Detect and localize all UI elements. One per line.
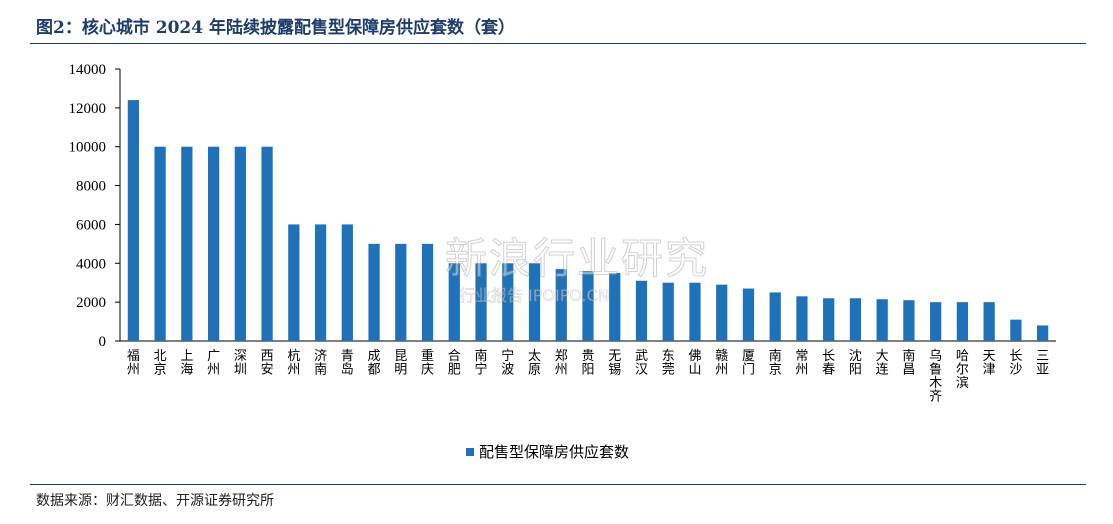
y-tick-label: 14000 — [69, 62, 107, 78]
bar-21 — [689, 282, 701, 341]
x-tick-label: 西安 — [261, 349, 274, 378]
bar-34 — [1037, 325, 1049, 341]
y-tick-label: 2000 — [76, 295, 106, 311]
y-tick-label: 10000 — [69, 140, 107, 156]
bar-10 — [395, 243, 407, 341]
x-tick-label: 大连 — [876, 349, 889, 378]
x-tick-label: 南京 — [769, 348, 782, 378]
x-tick-label: 东莞 — [662, 349, 675, 378]
bar-12 — [448, 263, 460, 341]
bar-7 — [314, 224, 327, 341]
bar-17 — [582, 271, 594, 341]
x-tick-label: 合肥 — [448, 349, 461, 378]
bar-8 — [341, 224, 353, 341]
bar-2 — [181, 146, 193, 341]
x-tick-label: 重庆 — [421, 348, 434, 378]
x-tick-label: 长春 — [822, 349, 835, 378]
source-rule — [30, 484, 1086, 485]
bar-27 — [849, 298, 862, 341]
legend-swatch — [466, 448, 474, 456]
x-tick-label: 南宁 — [475, 348, 488, 378]
x-tick-label: 三亚 — [1036, 349, 1049, 378]
x-tick-label: 贵阳 — [581, 349, 594, 378]
y-tick-label: 6000 — [76, 217, 106, 233]
y-tick-label: 0 — [99, 334, 107, 350]
bar-14 — [502, 263, 514, 341]
x-tick-label: 长沙 — [1009, 349, 1022, 378]
bar-9 — [368, 243, 380, 341]
bar-32 — [983, 302, 995, 341]
source-note: 数据来源：财汇数据、开源证券研究所 — [36, 493, 274, 509]
x-tick-label: 哈尔滨 — [956, 349, 969, 391]
bar-31 — [956, 302, 969, 341]
x-tick-label: 郑州 — [555, 349, 568, 378]
x-tick-label: 佛山 — [688, 349, 701, 378]
bar-24 — [769, 292, 781, 341]
bar-29 — [903, 300, 915, 341]
bar-3 — [207, 146, 220, 341]
legend-label: 配售型保障房供应套数 — [479, 443, 629, 461]
y-tick-label: 8000 — [76, 179, 106, 195]
x-tick-label: 赣州 — [715, 349, 728, 378]
bar-15 — [528, 263, 541, 341]
bar-0 — [127, 100, 139, 341]
bars — [127, 100, 1049, 341]
x-tick-label: 上海 — [180, 349, 193, 378]
bar-11 — [421, 243, 434, 341]
x-tick-label: 太原 — [528, 349, 541, 378]
x-tick-label: 福州 — [127, 349, 140, 378]
x-axis: 福州北京上海广州深圳西安杭州济南青岛成都昆明重庆合肥南宁宁波太原郑州贵阳无锡武汉… — [120, 340, 1056, 405]
x-tick-label: 乌鲁木齐 — [929, 348, 942, 405]
y-axis: 0 2000 4000 6000 8000 10000 12000 14000 — [69, 62, 121, 350]
bar-22 — [716, 284, 728, 341]
bar-4 — [234, 146, 246, 341]
bar-19 — [635, 280, 648, 341]
bar-23 — [742, 288, 755, 341]
title-rule — [30, 43, 1086, 44]
chart-title: 图2：核心城市 2024 年陆续披露配售型保障房供应套数（套） — [36, 18, 515, 38]
x-tick-label: 济南 — [314, 349, 327, 378]
bar-28 — [876, 299, 888, 341]
bar-33 — [1010, 319, 1022, 341]
x-tick-label: 青岛 — [341, 349, 354, 378]
bar-16 — [555, 269, 567, 341]
x-tick-label: 沈阳 — [849, 349, 862, 378]
x-tick-label: 南昌 — [902, 348, 915, 378]
y-tick-label: 4000 — [76, 256, 106, 272]
x-tick-label: 无锡 — [608, 349, 621, 378]
x-tick-label: 杭州 — [287, 349, 300, 378]
x-tick-label: 厦门 — [742, 349, 755, 378]
bar-1 — [154, 146, 166, 341]
bar-20 — [662, 282, 674, 341]
bar-26 — [823, 298, 835, 341]
x-tick-label: 常州 — [795, 349, 808, 378]
bar-5 — [261, 146, 273, 341]
x-tick-label: 广州 — [207, 349, 220, 378]
x-tick-label: 昆明 — [394, 349, 407, 378]
bar-25 — [796, 296, 808, 341]
legend: 配售型保障房供应套数 — [466, 443, 629, 461]
x-tick-label: 成都 — [368, 349, 381, 378]
bar-13 — [475, 263, 487, 341]
bar-6 — [288, 224, 300, 341]
bar-chart: 0 2000 4000 6000 8000 10000 12000 14000 福州北京上海广… — [69, 62, 1056, 461]
x-tick-label: 宁波 — [501, 348, 514, 378]
bar-18 — [609, 273, 621, 341]
x-tick-label: 天津 — [983, 349, 996, 378]
x-tick-label: 武汉 — [635, 349, 648, 378]
x-tick-label: 深圳 — [234, 349, 247, 378]
y-tick-label: 12000 — [69, 101, 107, 117]
bar-30 — [930, 302, 942, 341]
x-tick-label: 北京 — [154, 349, 167, 378]
